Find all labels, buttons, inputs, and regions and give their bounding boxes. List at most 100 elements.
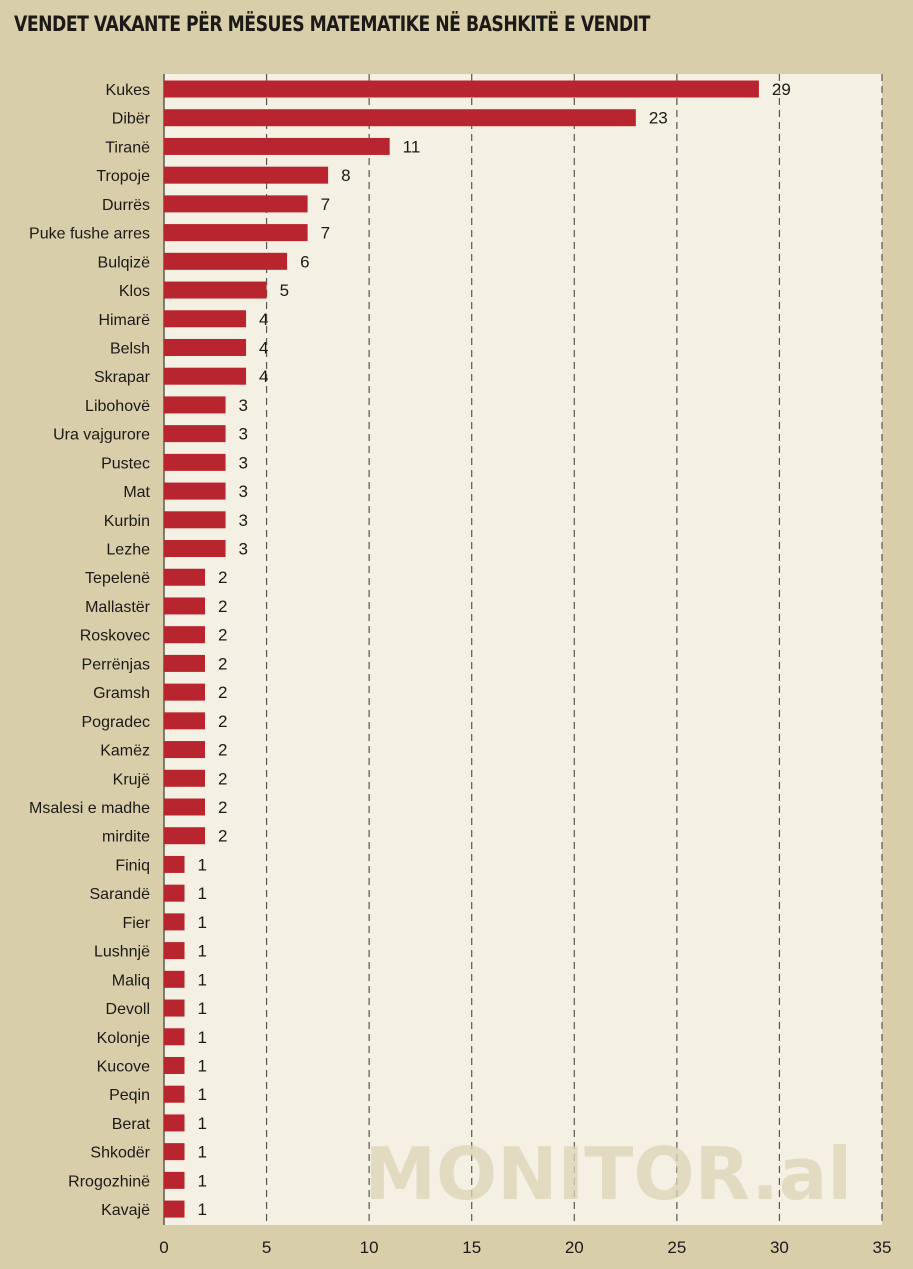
bar [164, 654, 206, 672]
bar [164, 224, 308, 242]
bar [164, 425, 226, 443]
bar [164, 798, 206, 816]
category-label: Sarandë [90, 886, 151, 903]
bar [164, 1056, 185, 1074]
bar [164, 109, 636, 127]
bar [164, 741, 206, 759]
bar [164, 1028, 185, 1046]
watermark: MONITOR.al [364, 1132, 852, 1216]
plot-area [164, 74, 882, 1225]
value-label: 2 [218, 827, 227, 846]
category-label: Kukes [106, 82, 150, 99]
value-label: 7 [321, 224, 330, 243]
bar [164, 1143, 185, 1161]
value-label: 2 [218, 654, 227, 673]
category-label: Klos [119, 283, 150, 300]
category-label: Dibër [112, 111, 151, 128]
value-label: 1 [198, 913, 207, 932]
bar [164, 913, 185, 931]
bar [164, 683, 206, 701]
x-tick-label: 10 [360, 1238, 379, 1257]
category-label: Durrës [102, 197, 150, 214]
category-label: Peqin [109, 1087, 150, 1104]
bar [164, 884, 185, 902]
bar [164, 195, 308, 213]
value-label: 3 [239, 482, 248, 501]
value-label: 4 [259, 338, 268, 357]
category-label: Kurbin [104, 513, 150, 530]
bar [164, 827, 206, 845]
value-label: 5 [280, 281, 289, 300]
value-label: 2 [218, 597, 227, 616]
x-tick-label: 35 [873, 1238, 892, 1257]
x-tick-label: 15 [462, 1238, 481, 1257]
bar [164, 1200, 185, 1218]
x-tick-label: 5 [262, 1238, 271, 1257]
category-label: Roskovec [80, 628, 150, 645]
value-label: 8 [341, 166, 350, 185]
x-tick-label: 25 [667, 1238, 686, 1257]
value-label: 1 [198, 1200, 207, 1219]
value-label: 2 [218, 712, 227, 731]
category-label: Kucove [97, 1058, 150, 1075]
bar [164, 281, 267, 299]
value-label: 1 [198, 1114, 207, 1133]
category-label: Finiq [115, 857, 150, 874]
bars [164, 80, 759, 1218]
category-label: Krujë [113, 771, 150, 788]
category-label: Mat [123, 484, 150, 501]
x-axis: 0 5 10 15 20 25 30 35 [159, 1238, 891, 1257]
category-label: Tropoje [96, 168, 150, 185]
value-label: 1 [198, 855, 207, 874]
value-label: 3 [239, 425, 248, 444]
value-label: 4 [259, 367, 268, 386]
value-label: 4 [259, 310, 268, 329]
category-label: Devoll [106, 1001, 150, 1018]
category-label: Gramsh [93, 685, 150, 702]
bar [164, 453, 226, 471]
bar [164, 511, 226, 529]
value-label: 2 [218, 626, 227, 645]
bar [164, 310, 247, 328]
category-label: Rrogozhinë [68, 1173, 150, 1190]
value-label: 2 [218, 798, 227, 817]
category-label: Kavajë [101, 1202, 150, 1219]
value-label: 3 [239, 540, 248, 559]
value-label: 2 [218, 683, 227, 702]
category-label: Ura vajgurore [53, 427, 150, 444]
bar [164, 367, 247, 385]
value-label: 1 [198, 1171, 207, 1190]
value-label: 2 [218, 568, 227, 587]
value-label: 11 [403, 137, 421, 156]
category-label: Lezhe [106, 542, 150, 559]
category-label: Tepelenë [85, 570, 150, 587]
bar [164, 855, 185, 873]
category-label: Lushnjë [94, 944, 150, 961]
category-label: Kamëz [100, 743, 150, 760]
bar [164, 482, 226, 500]
category-labels: Kukes Dibër Tiranë Tropoje Durrës Puke fushe … [29, 82, 151, 1219]
value-label: 3 [239, 511, 248, 530]
bar [164, 1171, 185, 1189]
category-label: Maliq [112, 972, 150, 989]
value-label: 1 [198, 942, 207, 961]
bar [164, 540, 226, 558]
bar [164, 80, 759, 98]
category-label: Pogradec [82, 714, 151, 731]
value-label: 1 [198, 999, 207, 1018]
value-label: 7 [321, 195, 330, 214]
category-label: Berat [112, 1116, 151, 1133]
bar [164, 338, 247, 356]
bar [164, 970, 185, 988]
category-label: Perrënjas [82, 656, 150, 673]
category-label: Msalesi e madhe [29, 800, 150, 817]
bar [164, 1114, 185, 1132]
bar [164, 626, 206, 644]
bar [164, 769, 206, 787]
category-label: Himarë [98, 312, 150, 329]
value-label: 1 [198, 970, 207, 989]
category-label: Tiranë [105, 139, 150, 156]
bar [164, 166, 329, 184]
bar [164, 568, 206, 586]
